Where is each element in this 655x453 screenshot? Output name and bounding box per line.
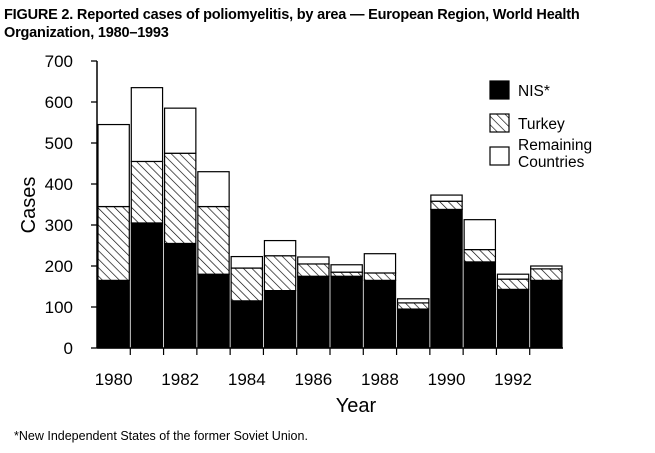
bar-1986-turkey <box>297 263 330 277</box>
bar-1986-remaining-countries <box>297 256 330 265</box>
bar-1987-nis <box>330 275 363 349</box>
bar-1984-remaining-countries <box>230 255 264 269</box>
bar-1980-nis <box>97 279 130 349</box>
bar-1988-remaining-countries <box>363 253 397 274</box>
bar-1983-remaining-countries <box>197 171 230 208</box>
legend-swatch-white <box>489 146 510 166</box>
bar-1989-nis <box>396 308 430 349</box>
legend-label: NIS* <box>518 83 550 100</box>
bar-1987-turkey <box>330 271 363 277</box>
y-tick-label: 0 <box>64 339 73 358</box>
bar-1986-nis <box>297 275 330 349</box>
figure-title: FIGURE 2. Reported cases of poliomyeliti… <box>4 7 580 41</box>
bar-1981-nis <box>130 222 164 349</box>
footnote: *New Independent States of the former So… <box>14 429 308 443</box>
x-tick-label: 1986 <box>294 370 332 389</box>
y-tick-label: 300 <box>45 216 73 235</box>
bar-1988-turkey <box>363 272 397 281</box>
legend-label: Countries <box>518 154 585 171</box>
bar-1983-nis <box>197 273 230 349</box>
bar-1985-remaining-countries <box>263 239 297 257</box>
y-tick-label: 200 <box>45 257 73 276</box>
bar-1981-turkey <box>130 160 164 224</box>
bar-1992-turkey <box>496 278 530 290</box>
y-tick-label: 100 <box>45 298 73 317</box>
bar-1985-turkey <box>263 255 297 292</box>
x-axis-label: Year <box>336 395 377 417</box>
x-tick-label: 1982 <box>161 370 199 389</box>
x-tick-label: 1984 <box>228 370 266 389</box>
y-tick-label: 600 <box>45 93 73 112</box>
legend-swatch-solid <box>489 80 510 100</box>
legend-label: Remaining <box>518 137 592 154</box>
x-tick-label: 1988 <box>361 370 399 389</box>
y-tick-label: 400 <box>45 175 73 194</box>
bar-1993-turkey <box>530 268 563 281</box>
bar-1980-remaining-countries <box>97 123 130 208</box>
x-tick-label: 1992 <box>494 370 532 389</box>
bar-1993-nis <box>530 279 563 349</box>
bar-1990-remaining-countries <box>430 194 463 202</box>
bar-1993-remaining-countries <box>530 265 563 270</box>
bar-1991-remaining-countries <box>463 219 497 251</box>
bar-1980-turkey <box>97 205 130 281</box>
y-tick-label: 700 <box>45 52 73 71</box>
bar-1981-remaining-countries <box>130 87 164 163</box>
bar-1987-remaining-countries <box>330 264 363 273</box>
bar-1990-turkey <box>430 200 463 211</box>
bar-1984-nis <box>230 300 264 349</box>
y-axis-label: Cases <box>18 177 40 234</box>
bar-1982-remaining-countries <box>163 107 197 154</box>
bar-1982-turkey <box>163 152 197 245</box>
y-tick-label: 500 <box>45 134 73 153</box>
legend-label: Turkey <box>518 116 565 133</box>
x-tick-label: 1990 <box>428 370 466 389</box>
bar-1989-remaining-countries <box>396 298 430 304</box>
bar-1990-nis <box>430 208 463 349</box>
bar-1985-nis <box>263 290 297 349</box>
bar-1988-nis <box>363 279 397 349</box>
bar-1991-nis <box>463 261 497 349</box>
bar-1982-nis <box>163 242 197 349</box>
legend-swatch-hatched <box>489 113 510 133</box>
bar-1992-remaining-countries <box>496 273 530 280</box>
bar-1992-nis <box>496 288 530 349</box>
bar-1989-turkey <box>396 302 430 310</box>
bar-1991-turkey <box>463 249 497 263</box>
x-tick-label: 1980 <box>95 370 133 389</box>
bar-1983-turkey <box>197 205 230 275</box>
bar-1984-turkey <box>230 267 264 302</box>
